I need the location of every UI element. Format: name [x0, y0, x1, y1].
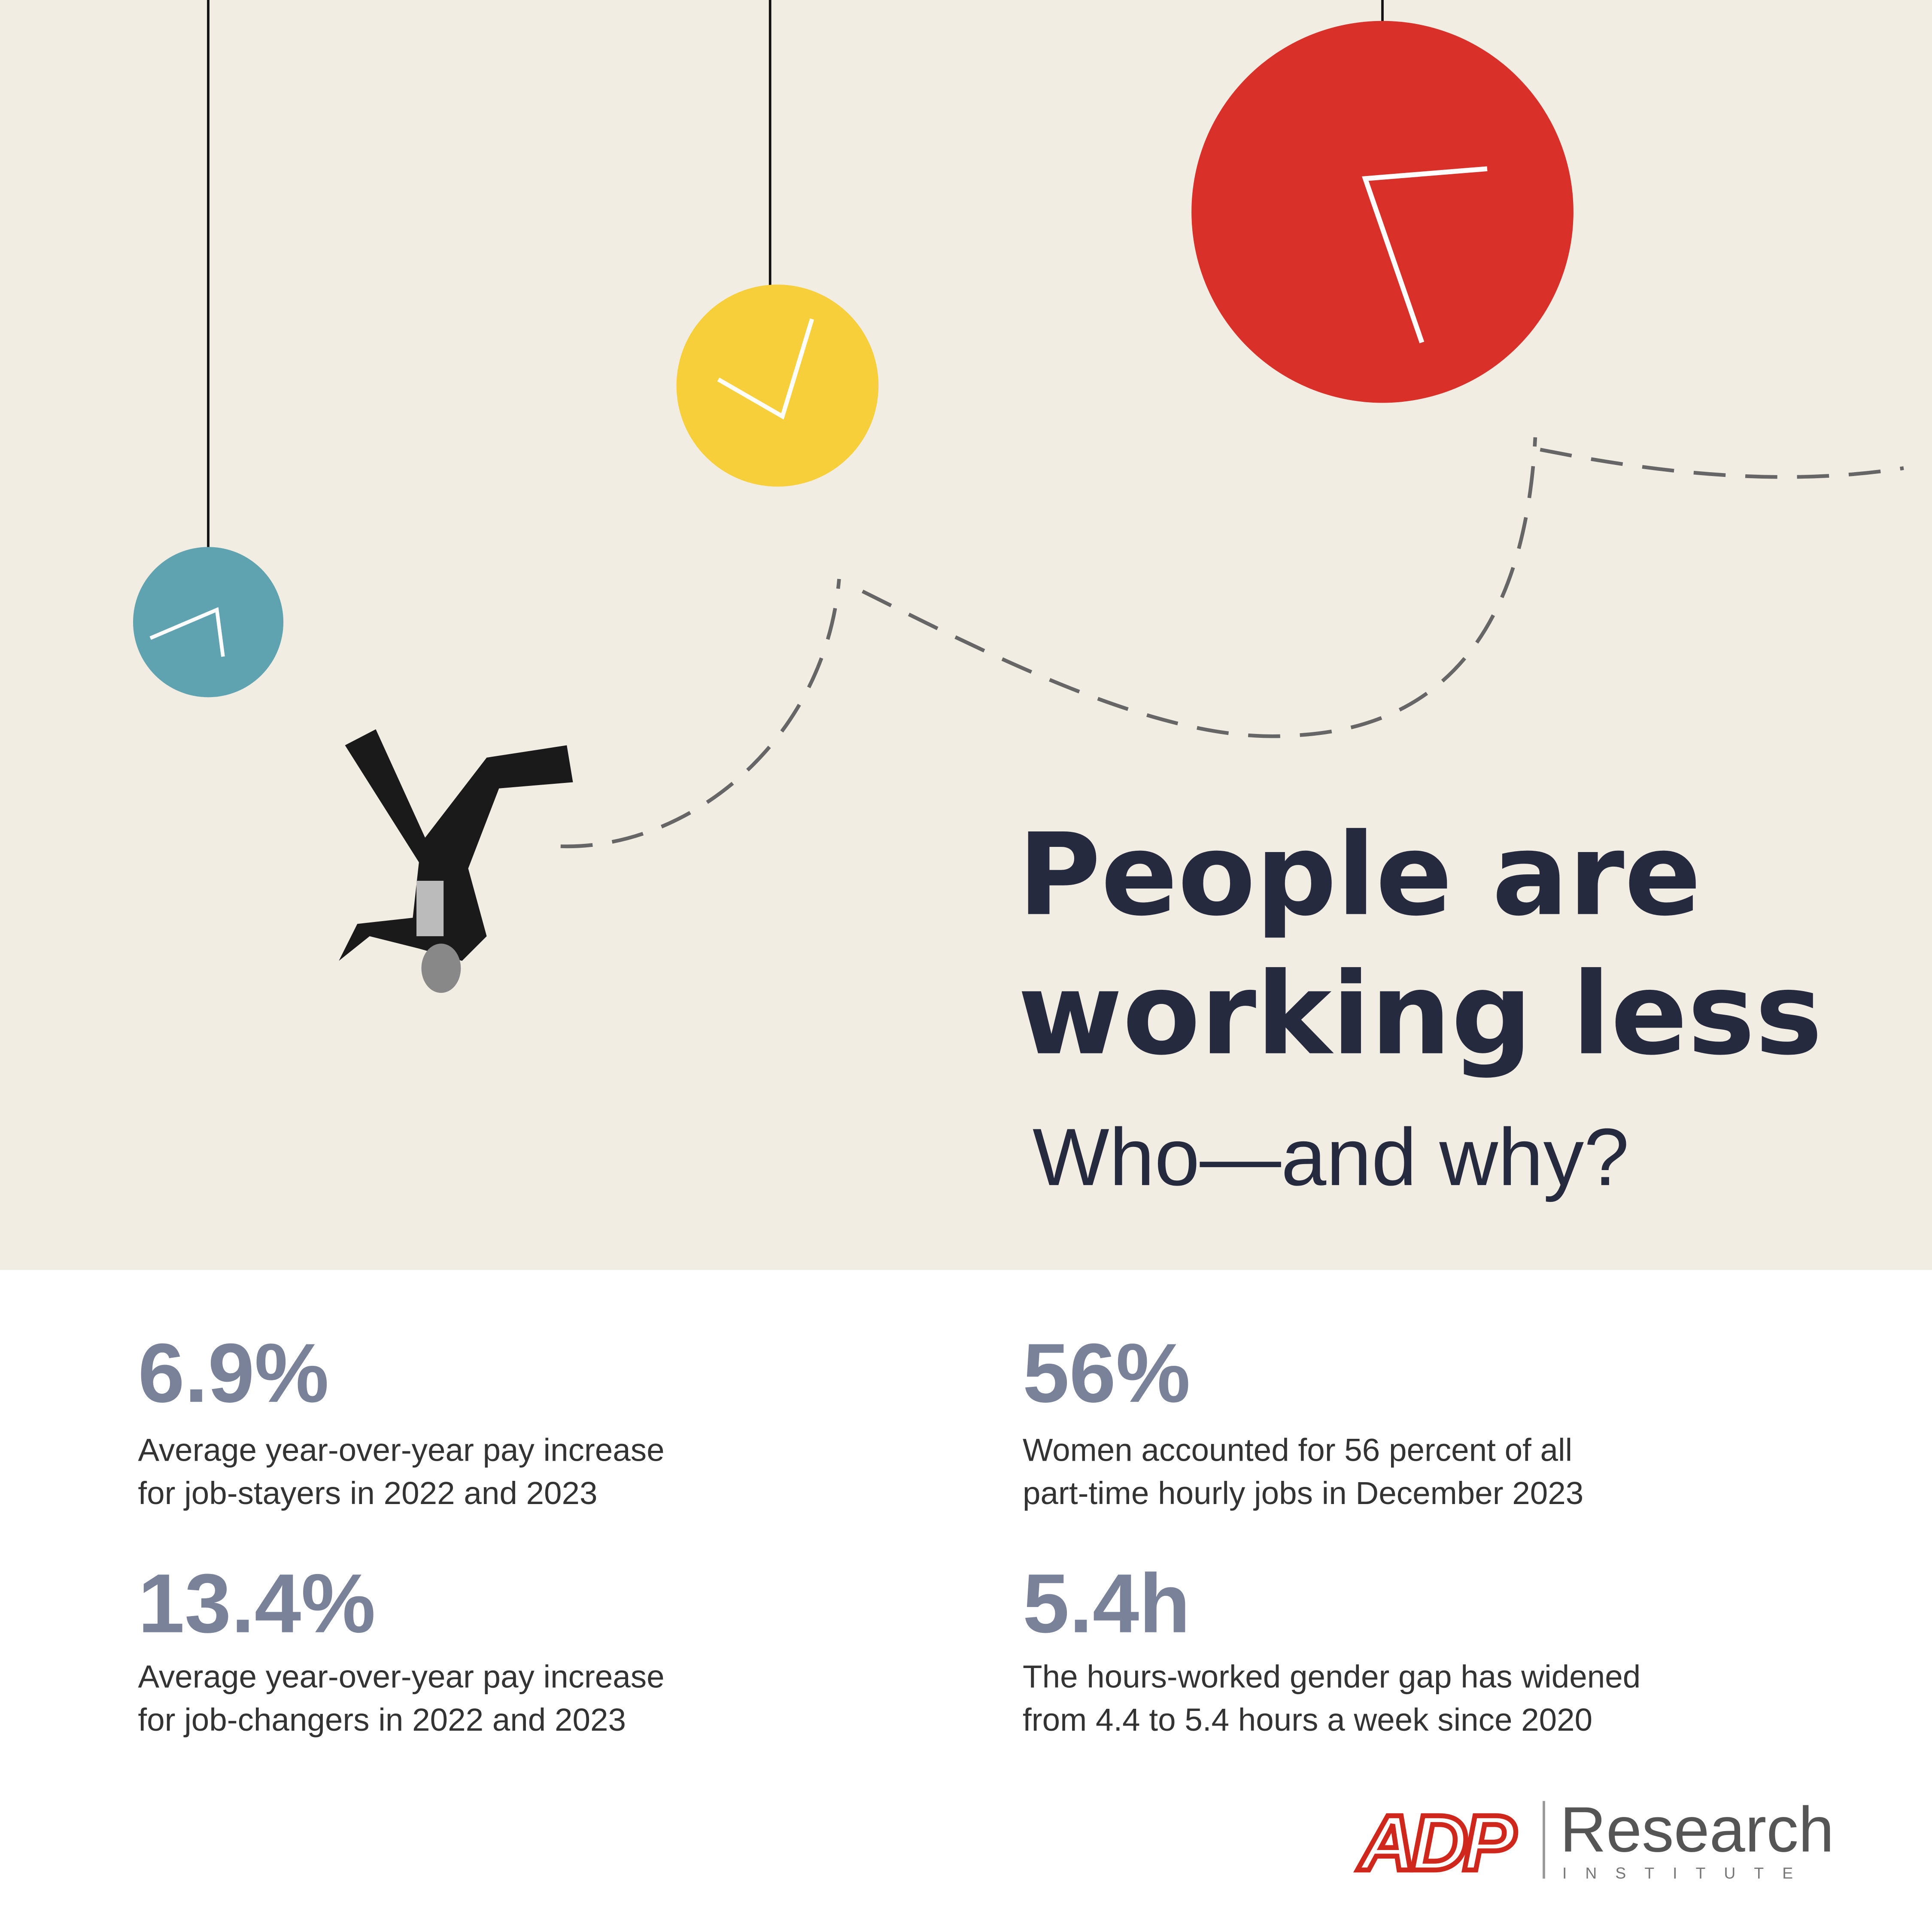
subtitle: Who—and why?: [1033, 1112, 1629, 1203]
title-line: People are: [1018, 809, 1701, 941]
stat-description: Women accounted for 56 percent of all: [1023, 1432, 1572, 1468]
stat: 13.4% Average year-over-year pay increas…: [138, 1557, 664, 1738]
logo-name: Research: [1560, 1793, 1834, 1865]
clock-teal: [133, 547, 284, 698]
stat-description: for job-stayers in 2022 and 2023: [138, 1475, 597, 1511]
stat-value: 6.9%: [138, 1326, 329, 1420]
stat-description: Average year-over-year pay increase: [138, 1659, 664, 1695]
stat-value: 13.4%: [138, 1557, 375, 1650]
stat-value: 5.4h: [1023, 1557, 1190, 1650]
logo-tagline: INSTITUTE: [1562, 1864, 1811, 1882]
stat-description: for job-changers in 2022 and 2023: [138, 1701, 626, 1738]
strings: [207, 0, 1384, 549]
logo-brand: ADP: [1357, 1799, 1516, 1887]
clock-yellow: [676, 284, 879, 487]
falling-figure: [339, 729, 573, 993]
stat: 6.9% Average year-over-year pay increase…: [138, 1326, 664, 1511]
dashed-path: [560, 437, 1904, 848]
stat-value: 56%: [1023, 1326, 1191, 1420]
stats-background: [0, 1270, 1932, 1932]
clock-red: [1191, 21, 1574, 403]
stat-description: Average year-over-year pay increase: [138, 1432, 664, 1468]
stat-description: part-time hourly jobs in December 2023: [1023, 1475, 1583, 1511]
logo: ADP Research INSTITUTE: [1355, 1793, 1834, 1889]
stat: 5.4h The hours-worked gender gap has wid…: [1023, 1557, 1640, 1738]
stat-description: from 4.4 to 5.4 hours a week since 2020: [1023, 1701, 1592, 1738]
hero-background: [0, 0, 1932, 1270]
stat-description: The hours-worked gender gap has widened: [1023, 1659, 1640, 1695]
title-line: working less: [1018, 949, 1823, 1080]
stat: 56% Women accounted for 56 percent of al…: [1023, 1326, 1583, 1511]
